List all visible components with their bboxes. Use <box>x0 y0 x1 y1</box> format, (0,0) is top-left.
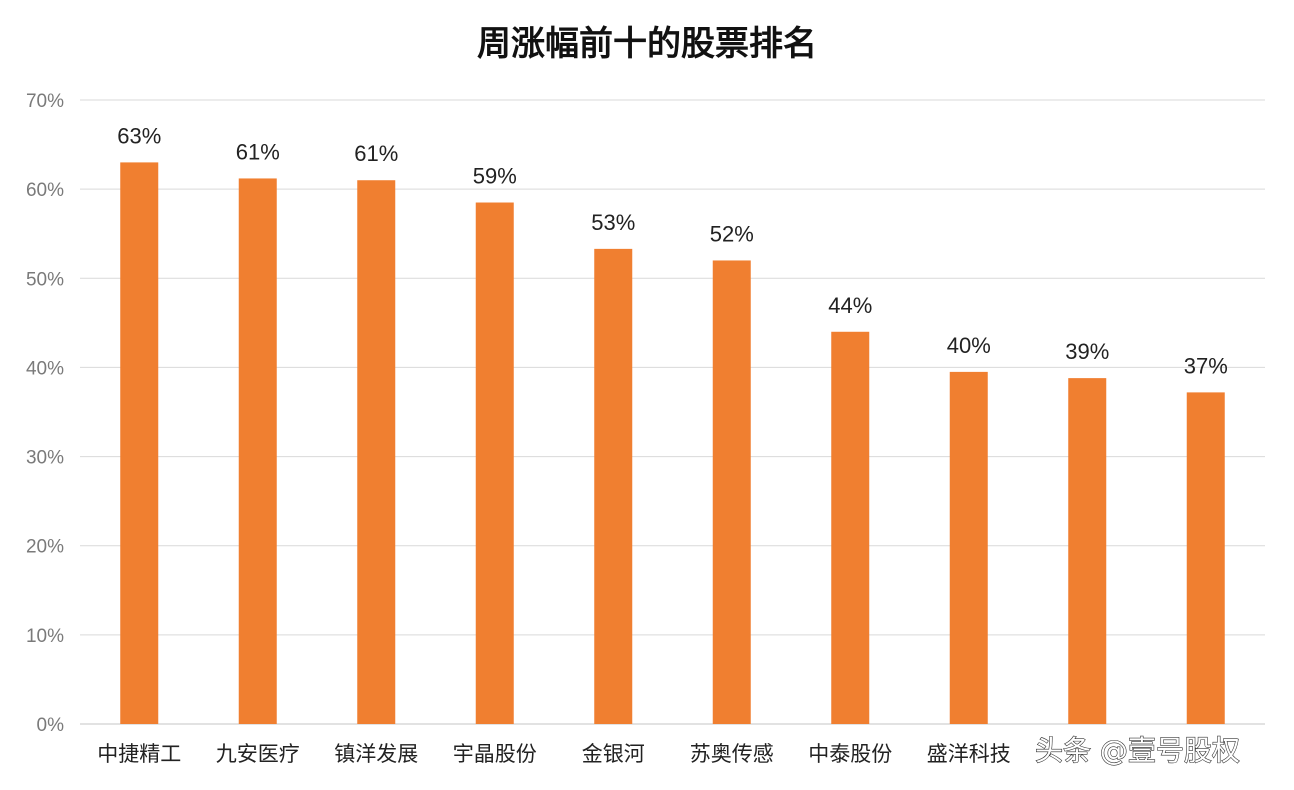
y-tick-label: 50% <box>26 269 64 290</box>
data-label: 37% <box>1184 353 1228 378</box>
category-label: 宇晶股份 <box>453 742 537 766</box>
data-label: 39% <box>1065 339 1109 364</box>
data-label: 52% <box>710 221 754 246</box>
bars <box>120 162 1225 725</box>
watermark-text: 头条 @壹号股权 <box>1035 734 1240 767</box>
data-label: 53% <box>591 210 635 235</box>
y-tick-label: 60% <box>26 180 64 201</box>
category-label: 九安医疗 <box>216 742 300 766</box>
category-label: 镇洋发展 <box>334 742 418 766</box>
data-label: 61% <box>354 141 398 166</box>
data-label: 40% <box>947 333 991 358</box>
y-tick-label: 20% <box>26 537 64 558</box>
bar <box>120 162 159 724</box>
y-tick-label: 10% <box>26 626 64 647</box>
y-tick-label: 70% <box>26 91 64 112</box>
bar <box>712 260 751 724</box>
data-label: 61% <box>236 139 280 164</box>
y-tick-label: 30% <box>26 448 64 469</box>
bar <box>238 178 277 725</box>
y-tick-label: 0% <box>37 715 65 736</box>
bar <box>1186 392 1225 724</box>
bar <box>1068 378 1107 724</box>
chart-title: 周涨幅前十的股票排名 <box>477 24 817 64</box>
bar <box>831 331 870 724</box>
bar <box>475 202 514 724</box>
data-label: 59% <box>473 164 517 189</box>
category-label: 中泰股份 <box>808 742 892 766</box>
x-axis-category-labels: 中捷精工 九安医疗 镇洋发展 宇晶股份 金银河 苏奥传感 中泰股份 盛洋科技 <box>97 742 1011 766</box>
y-axis-tick-labels: 0% 10% 20% 30% 40% 50% 60% 70% <box>26 91 64 736</box>
bar <box>949 371 988 724</box>
category-label: 盛洋科技 <box>927 742 1011 766</box>
data-label: 44% <box>828 293 872 318</box>
category-label: 中捷精工 <box>97 742 181 766</box>
y-tick-label: 40% <box>26 358 64 379</box>
bar <box>357 180 396 724</box>
bar <box>594 248 633 724</box>
data-labels: 63% 61% 61% 59% 53% 52% 44% 40% 39% 37% <box>117 123 1228 378</box>
category-label: 苏奥传感 <box>690 742 774 766</box>
category-label: 金银河 <box>582 742 645 766</box>
gridlines <box>80 99 1265 725</box>
data-label: 63% <box>117 123 161 148</box>
